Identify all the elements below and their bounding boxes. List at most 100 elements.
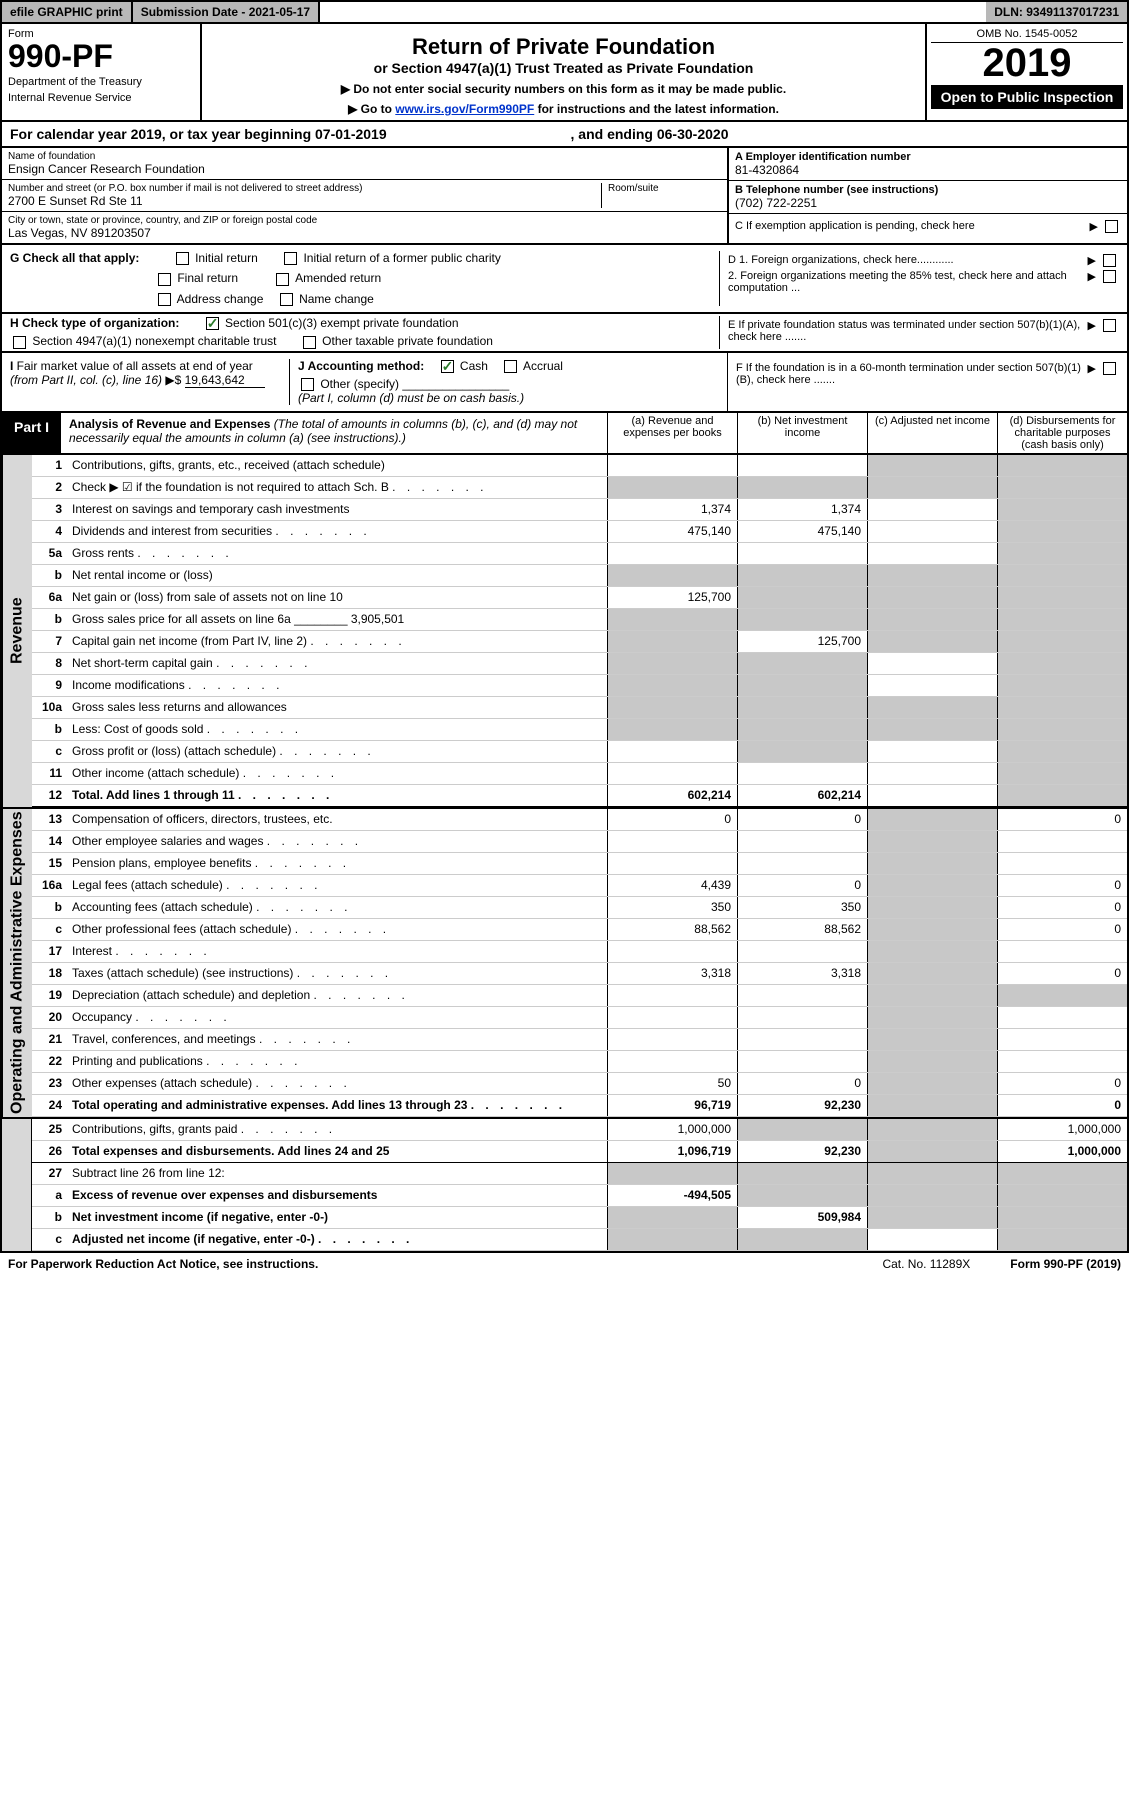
cell-c — [867, 785, 997, 806]
amended-return-checkbox[interactable] — [276, 273, 289, 286]
cell-c — [867, 1073, 997, 1094]
calendar-year-row: For calendar year 2019, or tax year begi… — [0, 122, 1129, 148]
cell-b — [737, 1007, 867, 1028]
ij-left: I Fair market value of all assets at end… — [2, 353, 727, 412]
table-row: bNet investment income (if negative, ent… — [32, 1207, 1127, 1229]
j-label: J Accounting method: — [298, 359, 424, 373]
irs-link[interactable]: www.irs.gov/Form990PF — [395, 102, 534, 116]
cell-d: 0 — [997, 919, 1127, 940]
cell-c — [867, 1207, 997, 1228]
final-return-checkbox[interactable] — [158, 273, 171, 286]
other-method-checkbox[interactable] — [301, 378, 314, 391]
line-number: 11 — [32, 763, 68, 784]
d2-checkbox[interactable] — [1103, 270, 1116, 283]
line-number: 15 — [32, 853, 68, 874]
line-description: Occupancy . . . . . . . — [68, 1007, 607, 1028]
4947-checkbox[interactable] — [13, 336, 26, 349]
line-number: 16a — [32, 875, 68, 896]
line-description: Net investment income (if negative, ente… — [68, 1207, 607, 1228]
e-checkbox[interactable] — [1103, 319, 1116, 332]
cell-a: -494,505 — [607, 1185, 737, 1206]
cell-c — [867, 897, 997, 918]
cell-c — [867, 631, 997, 652]
cell-d — [997, 941, 1127, 962]
ein-cell: A Employer identification number 81-4320… — [729, 148, 1127, 181]
line-description: Gross profit or (loss) (attach schedule)… — [68, 741, 607, 762]
cell-d — [997, 1051, 1127, 1072]
initial-former-checkbox[interactable] — [284, 252, 297, 265]
cell-b — [737, 1119, 867, 1140]
table-row: 16aLegal fees (attach schedule) . . . . … — [32, 875, 1127, 897]
city-cell: City or town, state or province, country… — [2, 212, 727, 243]
cell-a — [607, 853, 737, 874]
line-description: Total. Add lines 1 through 11 . . . . . … — [68, 785, 607, 806]
revenue-side-label: Revenue — [2, 455, 32, 807]
title-sub: or Section 4947(a)(1) Trust Treated as P… — [212, 60, 915, 76]
table-row: cAdjusted net income (if negative, enter… — [32, 1229, 1127, 1251]
line-number: 4 — [32, 521, 68, 542]
cell-a — [607, 1163, 737, 1184]
line-description: Accounting fees (attach schedule) . . . … — [68, 897, 607, 918]
c-checkbox[interactable] — [1105, 220, 1118, 233]
cell-b: 350 — [737, 897, 867, 918]
line-number: 7 — [32, 631, 68, 652]
line-number: c — [32, 741, 68, 762]
ij-f-section: I Fair market value of all assets at end… — [0, 353, 1129, 414]
cell-a — [607, 741, 737, 762]
e-label: E If private foundation status was termi… — [728, 319, 1084, 343]
table-row: 24Total operating and administrative exp… — [32, 1095, 1127, 1117]
accrual-checkbox[interactable] — [504, 360, 517, 373]
instr-1: ▶ Do not enter social security numbers o… — [212, 82, 915, 96]
cell-d — [997, 455, 1127, 476]
city: Las Vegas, NV 891203507 — [8, 226, 721, 240]
line-number: 12 — [32, 785, 68, 806]
d1-checkbox[interactable] — [1103, 254, 1116, 267]
cell-d: 1,000,000 — [997, 1119, 1127, 1140]
cell-c — [867, 521, 997, 542]
cell-b — [737, 477, 867, 498]
line-number: 1 — [32, 455, 68, 476]
name-change-checkbox[interactable] — [280, 293, 293, 306]
cell-b — [737, 1051, 867, 1072]
cell-b: 3,318 — [737, 963, 867, 984]
part1-header: Part I Analysis of Revenue and Expenses … — [0, 413, 1129, 455]
table-row: 27Subtract line 26 from line 12: — [32, 1163, 1127, 1185]
cell-a — [607, 1029, 737, 1050]
part1-label: Part I — [2, 413, 61, 453]
line-description: Pension plans, employee benefits . . . .… — [68, 853, 607, 874]
501c3-checkbox[interactable] — [206, 317, 219, 330]
line-description: Other professional fees (attach schedule… — [68, 919, 607, 940]
cell-d: 0 — [997, 1073, 1127, 1094]
cell-d — [997, 1207, 1127, 1228]
expenses-table: Operating and Administrative Expenses 13… — [0, 809, 1129, 1119]
cash-checkbox[interactable] — [441, 360, 454, 373]
line-number: b — [32, 565, 68, 586]
cell-c — [867, 763, 997, 784]
table-row: 15Pension plans, employee benefits . . .… — [32, 853, 1127, 875]
col-d-head: (d) Disbursements for charitable purpose… — [997, 413, 1127, 453]
cell-c — [867, 477, 997, 498]
cell-c — [867, 1141, 997, 1162]
line-description: Contributions, gifts, grants paid . . . … — [68, 1119, 607, 1140]
address-change-checkbox[interactable] — [158, 293, 171, 306]
cell-b: 1,374 — [737, 499, 867, 520]
table-row: 7Capital gain net income (from Part IV, … — [32, 631, 1127, 653]
col-a-head: (a) Revenue and expenses per books — [607, 413, 737, 453]
cell-b: 0 — [737, 875, 867, 896]
cell-a — [607, 1051, 737, 1072]
cell-d — [997, 499, 1127, 520]
c-cell: C If exemption application is pending, c… — [729, 214, 1127, 239]
line-description: Gross rents . . . . . . . — [68, 543, 607, 564]
cell-a: 350 — [607, 897, 737, 918]
initial-return-checkbox[interactable] — [176, 252, 189, 265]
other-taxable-checkbox[interactable] — [303, 336, 316, 349]
line-description: Net gain or (loss) from sale of assets n… — [68, 587, 607, 608]
cell-b — [737, 587, 867, 608]
f-checkbox[interactable] — [1103, 362, 1116, 375]
cell-a — [607, 719, 737, 740]
cell-a — [607, 609, 737, 630]
dept-treasury: Department of the Treasury — [8, 76, 194, 88]
cell-a: 0 — [607, 809, 737, 830]
cell-a — [607, 631, 737, 652]
table-row: 17Interest . . . . . . . — [32, 941, 1127, 963]
